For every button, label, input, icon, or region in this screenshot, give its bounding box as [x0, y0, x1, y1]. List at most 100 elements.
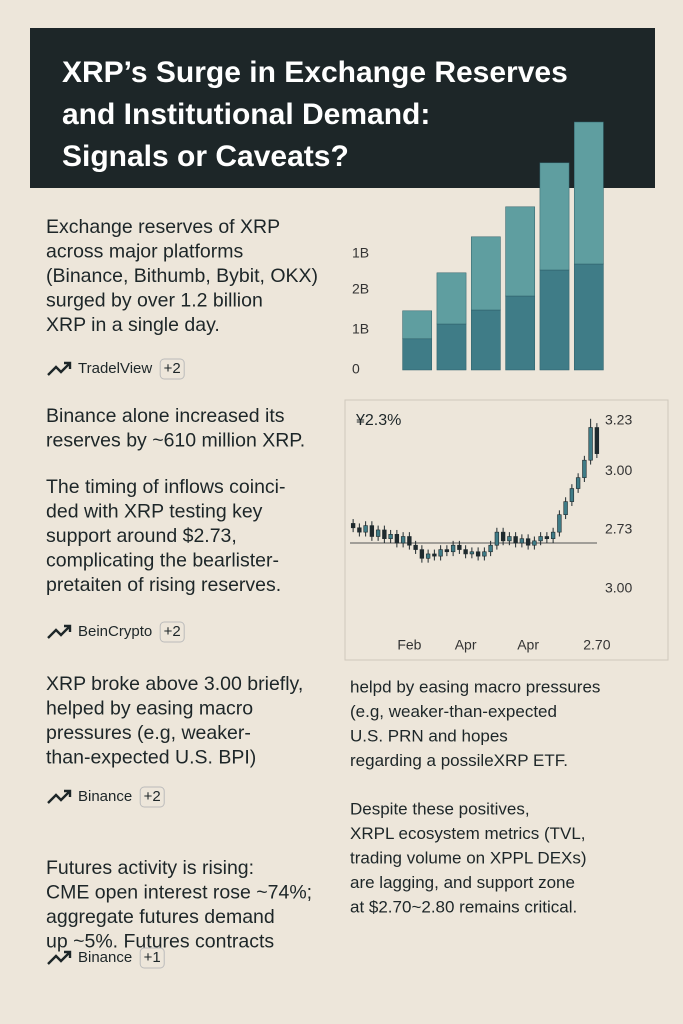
candle-body [488, 544, 493, 553]
chart-title: ¥2.3% [355, 412, 401, 429]
candle-body [400, 536, 406, 544]
source-count: +2 [164, 360, 181, 377]
body-line: XRP in a single day. [46, 314, 220, 336]
candle-body [419, 549, 425, 559]
candle-body [500, 531, 506, 542]
candle-body [450, 544, 456, 553]
body-line: The timing of inflows coinci- [46, 476, 286, 498]
bar-segment [436, 272, 467, 325]
source-name: BeinCrypto [78, 623, 152, 640]
body-line: aggregate futures demand [46, 906, 275, 928]
candle-body [588, 427, 593, 461]
candle-body [594, 427, 600, 454]
body-line: support around $2.73, [46, 525, 237, 547]
source-badge [159, 621, 185, 643]
candle-body [413, 544, 418, 550]
source-count: +2 [164, 623, 181, 640]
source-count: +1 [144, 949, 161, 966]
bar-segment [539, 269, 570, 371]
body-line: Binance alone increased its [46, 405, 285, 427]
candle-body [575, 477, 581, 489]
bar-segment [573, 263, 604, 371]
trend-icon [47, 789, 72, 804]
title-line: XRP’s Surge in Exchange Reserves [62, 56, 568, 89]
body-line: ded with XRP testing key [46, 501, 263, 523]
candle-body [425, 553, 431, 559]
right-body-line: trading volume on XPPL DEXs) [350, 848, 587, 867]
source-badge [139, 786, 165, 808]
candle-body [563, 501, 568, 515]
x-tick-label: Apr [455, 637, 477, 653]
candle-body [463, 549, 468, 555]
body-line: than-expected U.S. BPI) [46, 747, 256, 769]
candle-body [582, 459, 587, 478]
candle-body [519, 538, 525, 544]
bar-segment [505, 206, 536, 297]
candle-body [369, 525, 375, 537]
right-body-line: at $2.70~2.80 remains critical. [350, 897, 577, 916]
y-tick-label: 2.73 [605, 521, 632, 537]
candle-body [557, 514, 562, 533]
body-line: (Binance, Bithumb, Bybit, OKX) [46, 265, 318, 287]
candle-body [475, 551, 481, 557]
y-tick-label: 1B [352, 321, 369, 337]
bar-segment [470, 236, 501, 311]
body-line: Futures activity is rising: [46, 857, 254, 879]
title-line: Signals or Caveats? [62, 140, 349, 173]
header-band [30, 28, 655, 188]
candle-body [507, 536, 512, 542]
x-tick-label: 2.70 [583, 637, 610, 653]
bar-segment [402, 338, 433, 371]
bar-segment [402, 310, 433, 340]
source-count: +2 [144, 788, 161, 805]
candle-body [532, 540, 537, 546]
y-tick-label: 2B [352, 281, 369, 297]
candle-body [494, 531, 500, 546]
candle-body [550, 531, 556, 539]
body-line: XRP broke above 3.00 briefly, [46, 673, 303, 695]
source-badge [159, 358, 185, 380]
candle-body [407, 536, 412, 546]
title-line: and Institutional Demand: [62, 98, 430, 131]
candle-body [469, 551, 475, 555]
y-tick-label: 3.23 [605, 412, 632, 428]
source-name: TradelView [78, 360, 152, 377]
body-line: CME open interest rose ~74%; [46, 882, 312, 904]
source-name: Binance [78, 949, 132, 966]
candle-body [525, 538, 531, 546]
candle-body [382, 529, 387, 539]
body-line: helped by easing macro [46, 698, 253, 720]
candle-body [363, 525, 368, 533]
body-line: up ~5%. Futures contracts [46, 931, 274, 953]
candle-body [457, 544, 462, 550]
candle-body [350, 523, 356, 529]
right-body-line: Despite these positives, [350, 799, 530, 818]
source-name: Binance [78, 788, 132, 805]
body-line: surged by over 1.2 billion [46, 290, 263, 312]
x-tick-label: Feb [397, 637, 421, 653]
candle-body [394, 534, 400, 544]
bar-segment [470, 309, 501, 371]
axis-annotation: 3.00 [605, 580, 632, 596]
body-line: across major platforms [46, 241, 243, 263]
trend-icon [47, 624, 72, 639]
bar-segment [573, 121, 604, 265]
trend-icon [47, 361, 72, 376]
candle-body [569, 488, 575, 502]
right-body-line: are lagging, and support zone [350, 873, 575, 892]
axis-annotation: 1B [352, 245, 369, 261]
candle-body [544, 536, 550, 539]
candle-body [357, 527, 362, 533]
candle-body [513, 536, 518, 544]
body-line: reserves by ~610 million XRP. [46, 430, 305, 452]
right-body-line: XRPL ecosystem metrics (TVL, [350, 824, 586, 843]
candle-body [432, 553, 437, 557]
body-line: complicating the bearlister- [46, 550, 279, 572]
candle-body [388, 534, 393, 539]
y-tick-label: 0 [352, 361, 360, 377]
candle-body [444, 549, 450, 553]
candle-panel [344, 399, 669, 661]
source-badge [139, 947, 165, 969]
